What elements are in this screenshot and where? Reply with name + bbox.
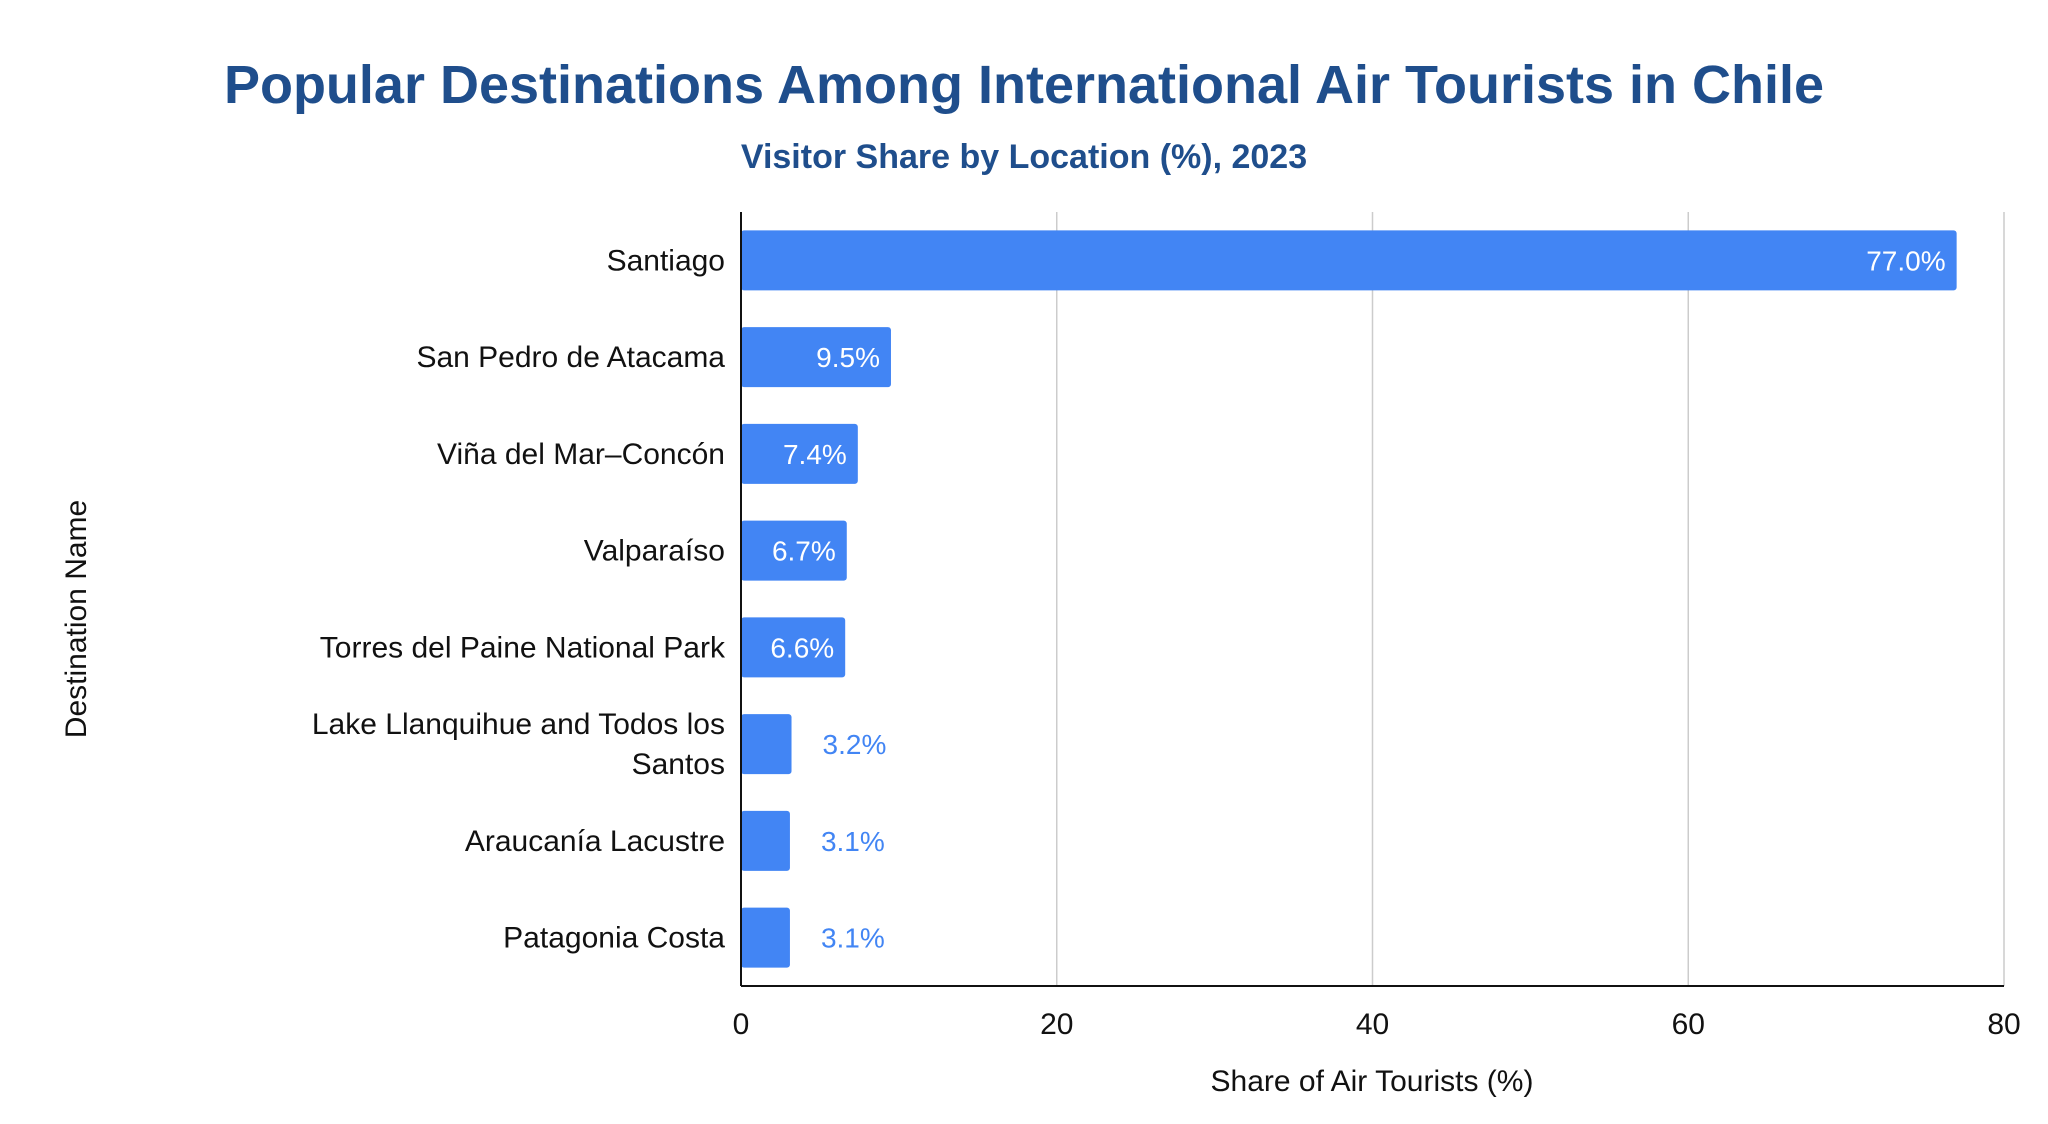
bar — [741, 810, 790, 871]
category-label: Lake Llanquihue and Todos los Santos — [312, 708, 725, 781]
data-label: 3.1% — [821, 923, 885, 954]
x-axis-title: Share of Air Tourists (%) — [1211, 1065, 1534, 1098]
data-label: 9.5% — [816, 342, 880, 373]
data-label: 7.4% — [783, 439, 847, 470]
axes — [740, 212, 2004, 987]
x-tick-label: 40 — [1356, 1008, 1389, 1041]
bar — [741, 423, 858, 484]
data-label: 3.2% — [823, 729, 887, 760]
bars — [741, 230, 1957, 968]
bar — [741, 520, 847, 581]
category-label: Araucanía Lacustre — [465, 825, 725, 858]
data-labels: 77.0% 9.5% 7.4% 6.7% 6.6% 3.2% 3.1% 3.1% — [770, 245, 1945, 953]
x-tick-label: 80 — [1987, 1008, 2020, 1041]
bar — [741, 617, 846, 678]
x-tick-label: 60 — [1672, 1008, 1705, 1041]
x-tick-label: 0 — [733, 1008, 750, 1041]
gridlines — [1056, 212, 2005, 986]
chart-title: Popular Destinations Among International… — [224, 55, 1824, 115]
data-label: 6.6% — [770, 632, 834, 663]
x-tick-label: 20 — [1040, 1008, 1073, 1041]
category-label: Valparaíso — [584, 535, 725, 568]
bar — [741, 230, 1957, 291]
category-label: Viña del Mar–Concón — [437, 438, 725, 471]
category-labels: Santiago San Pedro de Atacama Viña del Mar… — [312, 244, 726, 954]
chart-subtitle: Visitor Share by Location (%), 2023 — [741, 138, 1307, 176]
data-label: 3.1% — [821, 826, 885, 857]
bar — [741, 714, 792, 775]
data-label: 6.7% — [772, 536, 836, 567]
category-label: Patagonia Costa — [503, 922, 725, 955]
category-label: Santiago — [607, 244, 725, 277]
category-label: San Pedro de Atacama — [416, 341, 725, 374]
data-label: 77.0% — [1866, 245, 1945, 276]
category-label: Torres del Paine National Park — [320, 631, 726, 664]
bar — [741, 327, 891, 388]
bar — [741, 907, 790, 968]
x-tick-labels: 0 20 40 60 80 — [733, 1008, 2021, 1041]
y-axis-title: Destination Name — [60, 500, 93, 738]
